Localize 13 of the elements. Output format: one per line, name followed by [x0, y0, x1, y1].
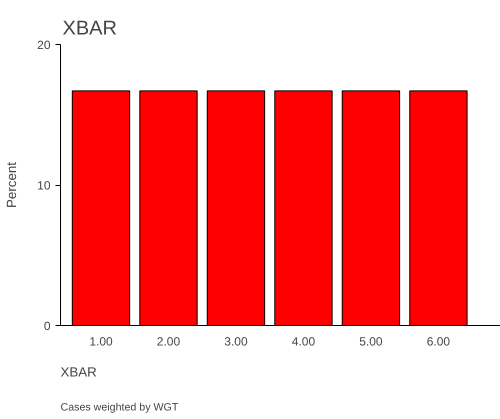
text: Cases weighted by WGT: [60, 402, 179, 414]
x-tick-label: 6.00: [426, 334, 450, 348]
y-axis-title: Percent: [4, 162, 20, 208]
x-tick-label: 3.00: [224, 334, 248, 348]
x-tick-label: 1.00: [89, 334, 113, 348]
x-tick-label: 2.00: [156, 334, 180, 348]
x-axis-title: XBAR: [60, 364, 97, 380]
y-tick-label: 10: [37, 178, 51, 192]
y-tick-label: 20: [37, 38, 51, 52]
chart-title: XBAR: [62, 18, 117, 40]
x-tick-label: 5.00: [359, 334, 383, 348]
x-tick-label: 4.00: [292, 334, 316, 348]
y-tick-label: 0: [44, 319, 51, 333]
